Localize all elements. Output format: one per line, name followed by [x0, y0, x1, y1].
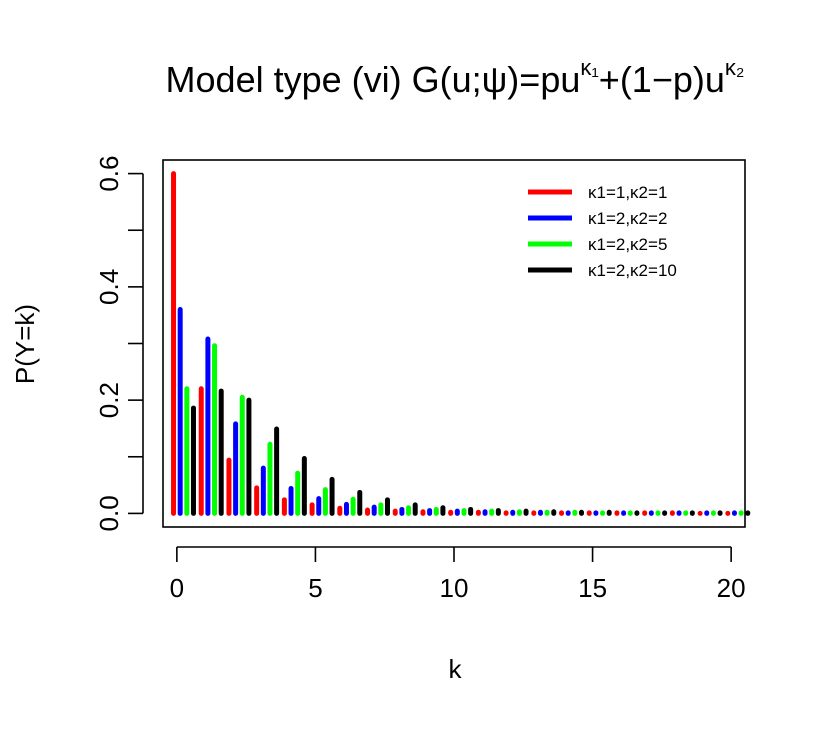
y-axis: 0.0 0.2 0.4 0.6 [94, 156, 144, 531]
plot-frame [162, 159, 746, 528]
x-axis-label: k [449, 654, 463, 684]
legend-label: κ1=2,κ2=5 [588, 235, 667, 254]
legend: κ1=1,κ2=1 κ1=2,κ2=2 κ1=2,κ2=5 κ1=2,κ2=10 [528, 183, 677, 280]
y-tick-label: 0.0 [94, 495, 124, 531]
x-tick-label: 10 [440, 573, 469, 603]
legend-label: κ1=1,κ2=1 [588, 183, 667, 202]
x-tick-label: 0 [170, 573, 184, 603]
bars-group [171, 171, 751, 516]
y-tick-label: 0.2 [94, 382, 124, 418]
chart-title: Model type (vi) G(u;ψ)=puκ₁+(1−p)uκ₂ [166, 55, 745, 100]
x-axis: 0 5 10 15 20 [170, 546, 746, 603]
y-tick-label: 0.4 [94, 269, 124, 305]
y-axis-label: P(Y=k) [10, 304, 40, 384]
title-superscript-1: κ₁ [580, 55, 598, 80]
title-superscript-2: κ₂ [725, 55, 745, 80]
title-prefix: Model type (vi) G(u;ψ)=pu [166, 59, 581, 100]
y-tick-label: 0.6 [94, 156, 124, 192]
x-tick-label: 15 [578, 573, 607, 603]
title-middle: +(1−p)u [599, 59, 725, 100]
x-tick-label: 20 [717, 573, 746, 603]
x-tick-label: 5 [308, 573, 322, 603]
legend-label: κ1=2,κ2=2 [588, 209, 667, 228]
legend-label: κ1=2,κ2=10 [588, 261, 677, 280]
